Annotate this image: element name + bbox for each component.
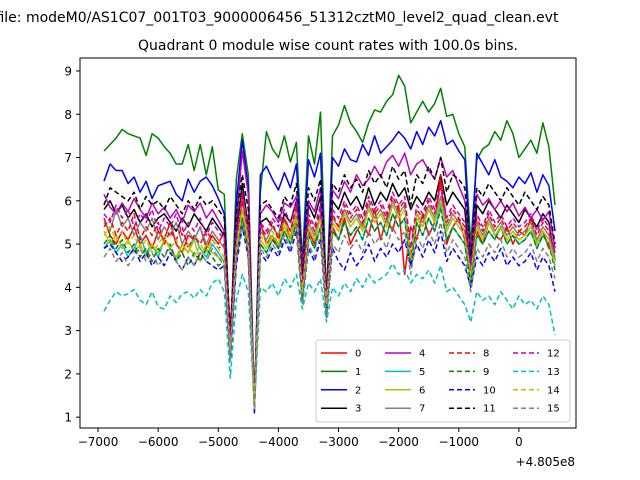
series-line-12 xyxy=(103,187,556,408)
legend-label-0: 0 xyxy=(355,349,361,360)
legend-box xyxy=(315,339,571,423)
series-line-13 xyxy=(103,262,556,410)
legend-label-11: 11 xyxy=(483,404,496,415)
series-line-9 xyxy=(103,208,556,410)
y-tick-label: 8 xyxy=(64,108,72,122)
x-tick-label: −6000 xyxy=(138,435,179,449)
series-layer xyxy=(103,74,556,414)
x-offset-label: +4.805e8 xyxy=(516,455,575,469)
x-tick-label: −2000 xyxy=(378,435,419,449)
y-tick-label: 4 xyxy=(64,281,72,295)
figure-suptitle: In file: modeM0/AS1C07_001T03_9000006456… xyxy=(0,10,559,26)
chart-title: Quadrant 0 module wise count rates with … xyxy=(138,38,518,54)
legend-label-2: 2 xyxy=(355,385,361,396)
series-line-10 xyxy=(103,226,556,412)
legend-label-6: 6 xyxy=(419,385,425,396)
series-line-15 xyxy=(103,221,556,410)
legend-label-14: 14 xyxy=(547,385,560,396)
y-tick-label: 1 xyxy=(64,411,72,425)
axes-frame xyxy=(79,57,577,429)
legend-label-12: 12 xyxy=(547,349,560,360)
legend-label-13: 13 xyxy=(547,367,560,378)
y-tick-label: 5 xyxy=(64,238,72,252)
x-tick-label: 0 xyxy=(515,435,523,449)
series-line-14 xyxy=(103,200,556,410)
legend-label-4: 4 xyxy=(419,349,425,360)
y-tick-label: 6 xyxy=(64,194,72,208)
y-tick-label: 3 xyxy=(64,324,72,338)
legend-label-5: 5 xyxy=(419,367,425,378)
y-tick-label: 7 xyxy=(64,151,72,165)
legend-label-10: 10 xyxy=(483,385,496,396)
legend-label-1: 1 xyxy=(355,367,361,378)
x-tick-label: −4000 xyxy=(258,435,299,449)
x-axis: −7000 −6000 −5000 −4000 −3000 −2000 −1000 0 xyxy=(78,428,523,449)
y-tick-label: 9 xyxy=(64,64,72,78)
y-tick-label: 2 xyxy=(64,367,72,381)
x-tick-label: −5000 xyxy=(198,435,239,449)
y-axis: 1 2 3 4 5 6 7 8 9 xyxy=(64,64,80,425)
x-tick-label: −7000 xyxy=(78,435,119,449)
legend-label-3: 3 xyxy=(355,404,361,415)
legend-label-15: 15 xyxy=(547,404,560,415)
legend-label-9: 9 xyxy=(483,367,489,378)
legend-label-8: 8 xyxy=(483,349,489,360)
legend-label-7: 7 xyxy=(419,404,425,415)
x-tick-label: −1000 xyxy=(438,435,479,449)
series-line-11 xyxy=(103,156,556,405)
x-tick-label: −3000 xyxy=(318,435,359,449)
